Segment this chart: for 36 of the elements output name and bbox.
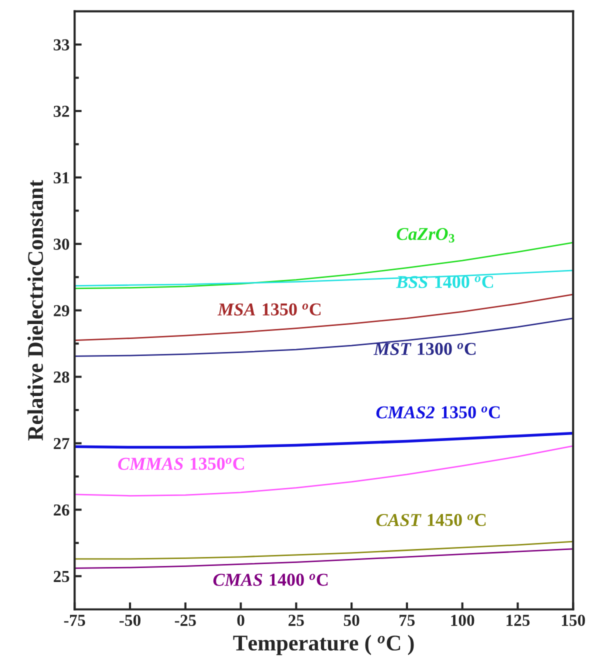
series-label: CaZrO$_{3}$ (396, 228, 454, 243)
x-tick-label: 75 (400, 614, 415, 626)
y-tick-label: 27 (54, 438, 70, 450)
line-series (74, 294, 574, 341)
line-series (74, 548, 574, 569)
x-tick-label: -50 (120, 614, 140, 626)
x-tick-label: -25 (174, 614, 196, 626)
y-tick-label: 26 (54, 504, 70, 516)
series-label: CAST 1450 $^{o}$C (376, 514, 486, 526)
x-tick-label: 125 (506, 614, 530, 626)
line-series (74, 540, 574, 560)
x-tick-label: 100 (451, 614, 474, 626)
series-label: MSA 1350 $^{o}$C (217, 303, 321, 316)
x-tick-label: 150 (562, 614, 585, 626)
line-series (74, 270, 574, 286)
y-tick-label: 28 (54, 372, 70, 383)
x-tick-label: 50 (344, 614, 360, 626)
line-series (74, 432, 574, 449)
y-tick-label: 29 (54, 305, 70, 316)
x-tick-label: 0 (237, 614, 244, 626)
y-tick-label: 33 (54, 39, 70, 50)
series-label: CMAS2 1350 $^{o}$C (376, 406, 500, 418)
y-axis-title: Relative DielectricConstant (27, 180, 44, 440)
line-series (74, 318, 574, 357)
y-tick-label: 25 (54, 570, 70, 582)
y-tick-label: 30 (54, 238, 70, 250)
series-label: CMAS 1400 $^{o}$C (213, 574, 328, 586)
x-tick-label: -75 (64, 614, 86, 626)
x-tick-label: 25 (288, 614, 304, 626)
series-label: CMMAS 1350$^{o}$C (118, 458, 244, 470)
y-tick-label: 32 (54, 106, 70, 117)
line-series (74, 445, 574, 496)
line-series (74, 242, 574, 290)
series-label: MST 1300 $^{o}$C (373, 342, 476, 356)
y-tick-label: 31 (54, 172, 69, 184)
x-axis-title: Temperature ( $^{o}$C ) (233, 634, 414, 656)
